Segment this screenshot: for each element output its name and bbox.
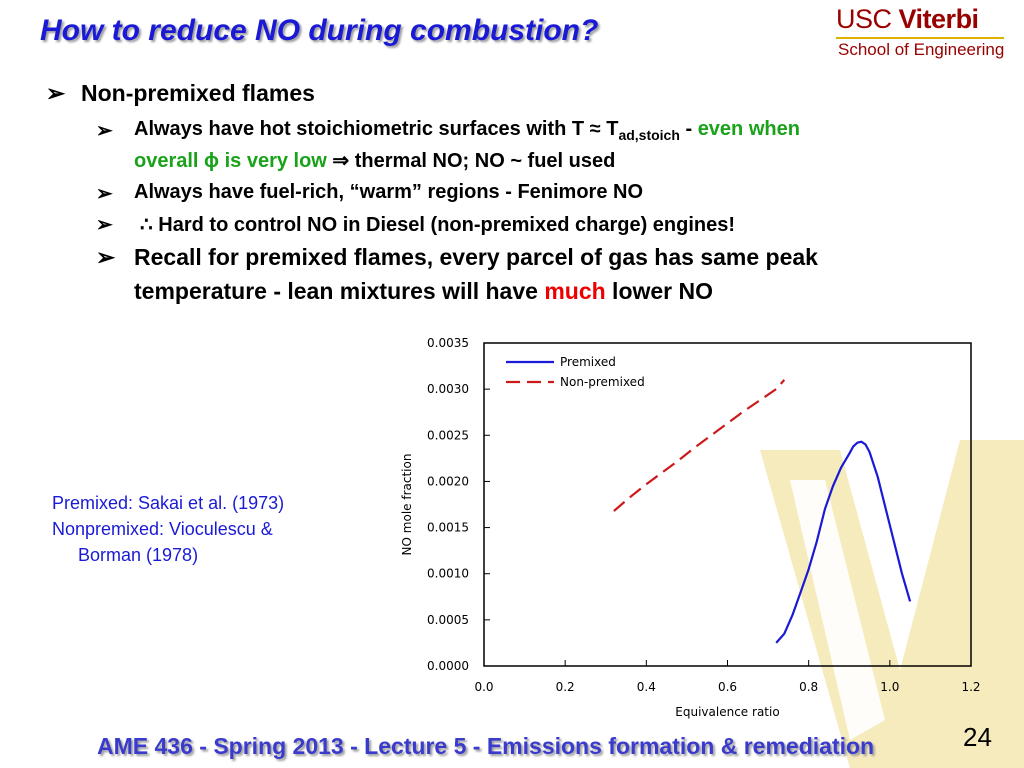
- red-text: much: [544, 278, 606, 304]
- bullet-text: Always have fuel-rich, “warm” regions - …: [134, 181, 644, 203]
- logo-rule: [836, 37, 1004, 39]
- text-part: temperature - lean mixtures will have: [134, 278, 545, 304]
- y-tick-label: 0.0020: [427, 474, 469, 488]
- bullet-text: ∴ Hard to control NO in Diesel (non-prem…: [140, 214, 736, 236]
- series-line-non-premixed: [613, 379, 786, 512]
- text-part: lower NO: [605, 278, 714, 304]
- bullet-text: Non-premixed flames: [81, 80, 315, 106]
- y-tick-label: 0.0030: [427, 382, 469, 396]
- logo-school: School of Engineering: [838, 40, 1005, 59]
- x-tick-label: 1.2: [961, 680, 980, 694]
- y-tick-label: 0.0000: [427, 659, 469, 673]
- y-tick-label: 0.0035: [427, 336, 469, 350]
- x-tick-label: 0.2: [556, 680, 575, 694]
- y-tick-label: 0.0015: [427, 521, 469, 535]
- bullet-text: Always have hot stoichiometric surfaces …: [134, 118, 800, 143]
- viterbi-watermark: [760, 440, 1024, 768]
- slide-title: How to reduce NO during combustion?: [40, 14, 599, 47]
- page-number: 24: [963, 722, 992, 752]
- usc-viterbi-logo: USC Viterbi School of Engineering: [836, 4, 1006, 64]
- bullet-text-line2: temperature - lean mixtures will have mu…: [134, 278, 713, 305]
- legend-label: Premixed: [560, 355, 616, 369]
- text-part: Always have hot stoichiometric surfaces …: [134, 118, 619, 140]
- y-axis-label: NO mole fraction: [400, 454, 414, 556]
- text-part: ⇒ thermal NO; NO ~ fuel used: [326, 150, 616, 172]
- green-text: overall ϕ is very low: [134, 150, 327, 172]
- slide-footer: AME 436 - Spring 2013 - Lecture 5 - Emis…: [97, 733, 875, 759]
- logo-viterbi: Viterbi: [898, 4, 980, 34]
- reference-nonpremixed: Nonpremixed: Vioculescu &: [52, 519, 273, 539]
- logo-wordmark: USC Viterbi: [836, 4, 979, 35]
- x-tick-label: 0.8: [799, 680, 818, 694]
- x-tick-label: 0.6: [718, 680, 737, 694]
- y-tick-label: 0.0005: [427, 613, 469, 627]
- bullet-arrow-icon: ➢: [96, 183, 113, 205]
- references: Premixed: Sakai et al. (1973) Nonpremixe…: [52, 490, 284, 568]
- logo-usc: USC: [836, 4, 892, 34]
- green-text: even when: [697, 118, 800, 140]
- plot-frame: [483, 342, 972, 667]
- series-line-premixed: [775, 440, 912, 644]
- subscript: ad,stoich: [618, 127, 680, 143]
- bullet-arrow-icon: ➢: [46, 80, 66, 106]
- y-tick-label: 0.0025: [427, 428, 469, 442]
- reference-premixed: Premixed: Sakai et al. (1973): [52, 493, 285, 513]
- y-tick-label: 0.0010: [427, 567, 469, 581]
- bullet-arrow-icon: ➢: [96, 244, 116, 270]
- bullet-text-line2: overall ϕ is very low ⇒ thermal NO; NO ~…: [134, 148, 615, 173]
- bullet-arrow-icon: ➢: [96, 120, 113, 142]
- bullet-text: Recall for premixed flames, every parcel…: [134, 244, 818, 270]
- no-mole-fraction-chart: 0.0 0.2 0.4 0.6 0.8 1.0 1.2 0.0000 0.0005 0.0010 0…: [400, 336, 981, 719]
- x-tick-label: 0.4: [637, 680, 656, 694]
- text-dash: -: [679, 118, 698, 140]
- x-tick-label: 1.0: [880, 680, 899, 694]
- x-tick-label: 0.0: [474, 680, 493, 694]
- reference-nonpremixed-cont: Borman (1978): [78, 545, 199, 565]
- x-axis-label: Equivalence ratio: [675, 705, 779, 719]
- legend-label: Non-premixed: [560, 375, 645, 389]
- bullet-arrow-icon: ➢: [96, 214, 113, 236]
